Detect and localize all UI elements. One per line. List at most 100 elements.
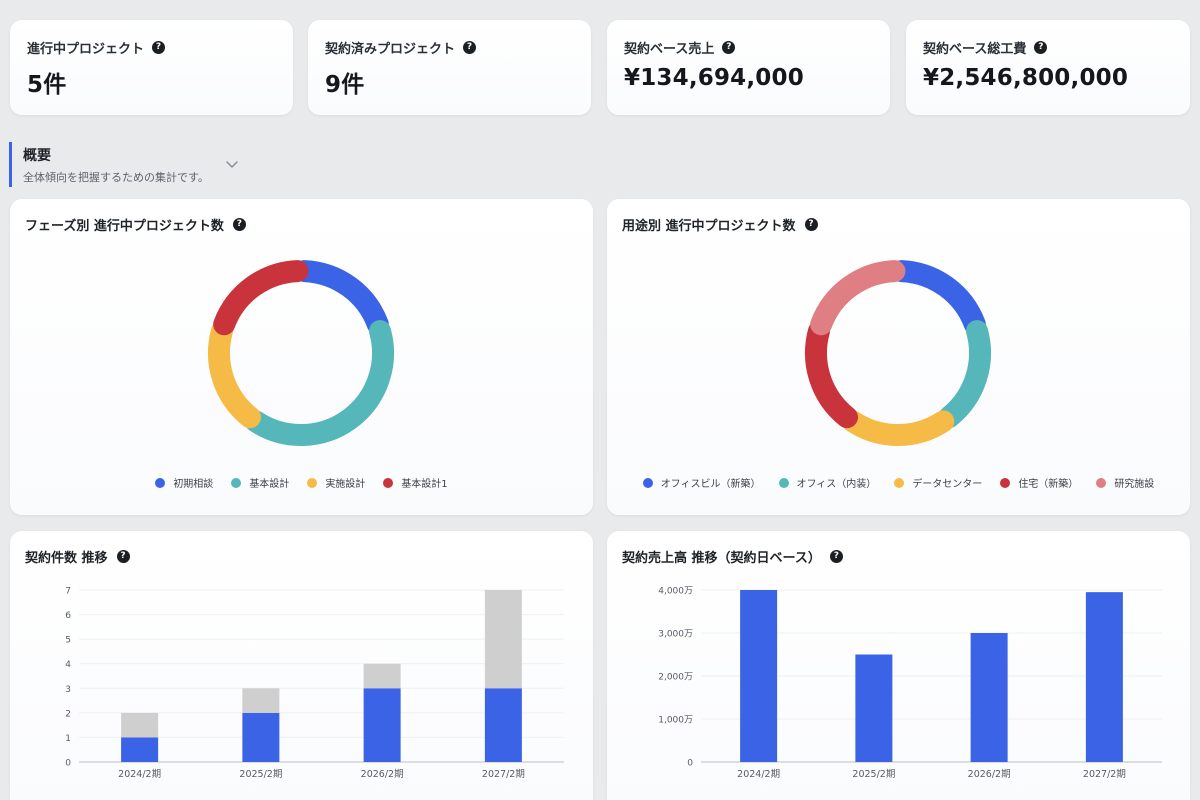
legend-label: オフィスビル（新築）: [660, 479, 761, 490]
donut-slice-2[interactable]: [208, 320, 261, 429]
chart-title: フェーズ別 進行中プロジェクト数 ?: [25, 215, 246, 234]
y-tick-label: 7: [65, 587, 71, 597]
x-tick-label: 2027/2期: [1083, 769, 1126, 780]
legend-item[interactable]: 実施設計: [307, 475, 365, 490]
kpi-label-text: 契約ベース総工費: [923, 42, 1027, 57]
legend-label: データセンター: [912, 479, 983, 490]
legend-dot: [1096, 477, 1107, 488]
y-tick-label: 4: [65, 660, 71, 670]
chart-title-text: 契約売上高 推移（契約日ベース）: [622, 551, 821, 566]
chevron-down-icon[interactable]: [224, 156, 240, 172]
bar-0[interactable]: [242, 712, 280, 762]
donut-slice-4[interactable]: [810, 260, 906, 336]
bar-0[interactable]: [740, 590, 778, 762]
x-tick-label: 2025/2期: [852, 769, 895, 780]
donut-slice-1[interactable]: [244, 320, 394, 446]
y-tick-label: 1,000万: [658, 716, 693, 726]
legend-label: 実施設計: [325, 479, 366, 490]
bar-0[interactable]: [970, 633, 1008, 762]
bar-1[interactable]: [242, 688, 280, 713]
legend-item[interactable]: 初期相談: [155, 475, 213, 490]
chart-title: 契約件数 推移 ?: [25, 547, 130, 566]
legend-item[interactable]: 研究施設: [1096, 475, 1154, 490]
chart-title: 契約売上高 推移（契約日ベース） ?: [622, 547, 843, 566]
y-tick-label: 0: [687, 759, 693, 769]
legend-item[interactable]: オフィス（内装）: [778, 475, 877, 490]
kpi-value: ¥134,694,000: [624, 65, 804, 91]
chart-title-text: 用途別 進行中プロジェクト数: [622, 219, 796, 234]
legend-label: オフィス（内装）: [796, 479, 877, 490]
chart-title-text: フェーズ別 進行中プロジェクト数: [25, 219, 224, 234]
bar-0[interactable]: [484, 688, 522, 762]
bar-0[interactable]: [363, 688, 401, 762]
kpi-label: 進行中プロジェクト ?: [27, 38, 166, 57]
chart-card-contract-count: 契約件数 推移 ? 0 1 2 3 4 5 6 7 2024/2期 2025/2期 2026/2期 2…: [10, 531, 593, 800]
legend-dot: [307, 477, 318, 488]
x-tick-label: 2027/2期: [482, 769, 525, 780]
kpi-label-text: 契約済みプロジェクト: [325, 42, 456, 57]
help-icon[interactable]: ?: [116, 550, 130, 563]
legend-item[interactable]: 基本設計1: [383, 475, 448, 490]
legend-dot: [383, 477, 394, 488]
kpi-value: 5件: [27, 72, 67, 98]
legend-item[interactable]: 基本設計: [231, 475, 289, 490]
y-tick-label: 5: [65, 636, 71, 646]
help-icon[interactable]: ?: [722, 41, 736, 54]
legend-label: 基本設計1: [401, 479, 448, 490]
chart-title: 用途別 進行中プロジェクト数 ?: [622, 215, 818, 234]
kpi-label: 契約ベース総工費 ?: [923, 38, 1048, 57]
kpi-label-text: 契約ベース売上: [624, 42, 715, 57]
help-icon[interactable]: ?: [232, 218, 246, 231]
help-icon[interactable]: ?: [804, 218, 818, 231]
bar-1[interactable]: [121, 712, 159, 738]
donut-slice-2[interactable]: [841, 410, 955, 446]
legend-item[interactable]: 住宅（新築）: [1000, 475, 1078, 490]
y-tick-label: 4,000万: [658, 587, 693, 597]
legend-dot: [894, 477, 905, 488]
kpi-value: ¥2,546,800,000: [923, 65, 1129, 91]
donut-slice-0[interactable]: [890, 260, 986, 336]
bar-1[interactable]: [484, 590, 522, 689]
section-header-overview[interactable]: 概要 全体傾向を把握するための集計です。: [9, 142, 309, 187]
donut-slice-1[interactable]: [938, 320, 991, 429]
y-tick-label: 1: [65, 734, 71, 744]
legend-item[interactable]: データセンター: [894, 475, 982, 490]
legend-label: 基本設計: [249, 479, 290, 490]
bar-0[interactable]: [1085, 592, 1123, 762]
legend-label: 初期相談: [173, 479, 214, 490]
help-icon[interactable]: ?: [152, 41, 166, 54]
legend-dot: [778, 477, 789, 488]
donut-slice-0[interactable]: [293, 260, 389, 336]
bar-0[interactable]: [121, 737, 159, 762]
x-tick-label: 2025/2期: [239, 769, 282, 780]
y-tick-label: 6: [65, 611, 71, 621]
bar-1[interactable]: [363, 663, 401, 689]
help-icon[interactable]: ?: [463, 41, 477, 54]
donut-chart-phase: [208, 260, 394, 446]
y-tick-label: 0: [65, 759, 71, 769]
legend-dot: [231, 477, 242, 488]
y-tick-label: 3: [65, 685, 71, 695]
kpi-card-contract-sales: 契約ベース売上 ? ¥134,694,000: [607, 20, 890, 115]
bar-chart-contract-sales: 0 1,000万 2,000万 3,000万 4,000万 2024/2期 2025/2期 2…: [658, 587, 1162, 780]
section-title: 概要: [23, 148, 51, 164]
y-tick-label: 2: [65, 709, 71, 719]
donut-slice-3[interactable]: [805, 320, 858, 429]
kpi-label: 契約済みプロジェクト ?: [325, 38, 477, 57]
donut-chart-usage: [805, 260, 991, 446]
donut-slice-3[interactable]: [213, 260, 309, 336]
x-tick-label: 2026/2期: [361, 769, 404, 780]
chart-card-phase: フェーズ別 進行中プロジェクト数 ? 初期相談 基本設計 実施設計 基本設計1: [10, 199, 593, 515]
legend-label: 住宅（新築）: [1018, 479, 1079, 490]
help-icon[interactable]: ?: [829, 550, 843, 563]
bar-0[interactable]: [855, 654, 893, 763]
bar-chart-contract-count: 0 1 2 3 4 5 6 7 2024/2期 2025/2期 2026/2期 2027/2期: [65, 587, 564, 780]
x-tick-label: 2024/2期: [118, 769, 161, 780]
kpi-card-total-construction-cost: 契約ベース総工費 ? ¥2,546,800,000: [906, 20, 1190, 115]
legend-item[interactable]: オフィスビル（新築）: [642, 475, 761, 490]
y-tick-label: 3,000万: [658, 630, 693, 640]
kpi-label: 契約ベース売上 ?: [624, 38, 736, 57]
kpi-card-in-progress: 進行中プロジェクト ? 5件: [10, 20, 293, 115]
help-icon[interactable]: ?: [1034, 41, 1048, 54]
x-tick-label: 2024/2期: [737, 769, 780, 780]
